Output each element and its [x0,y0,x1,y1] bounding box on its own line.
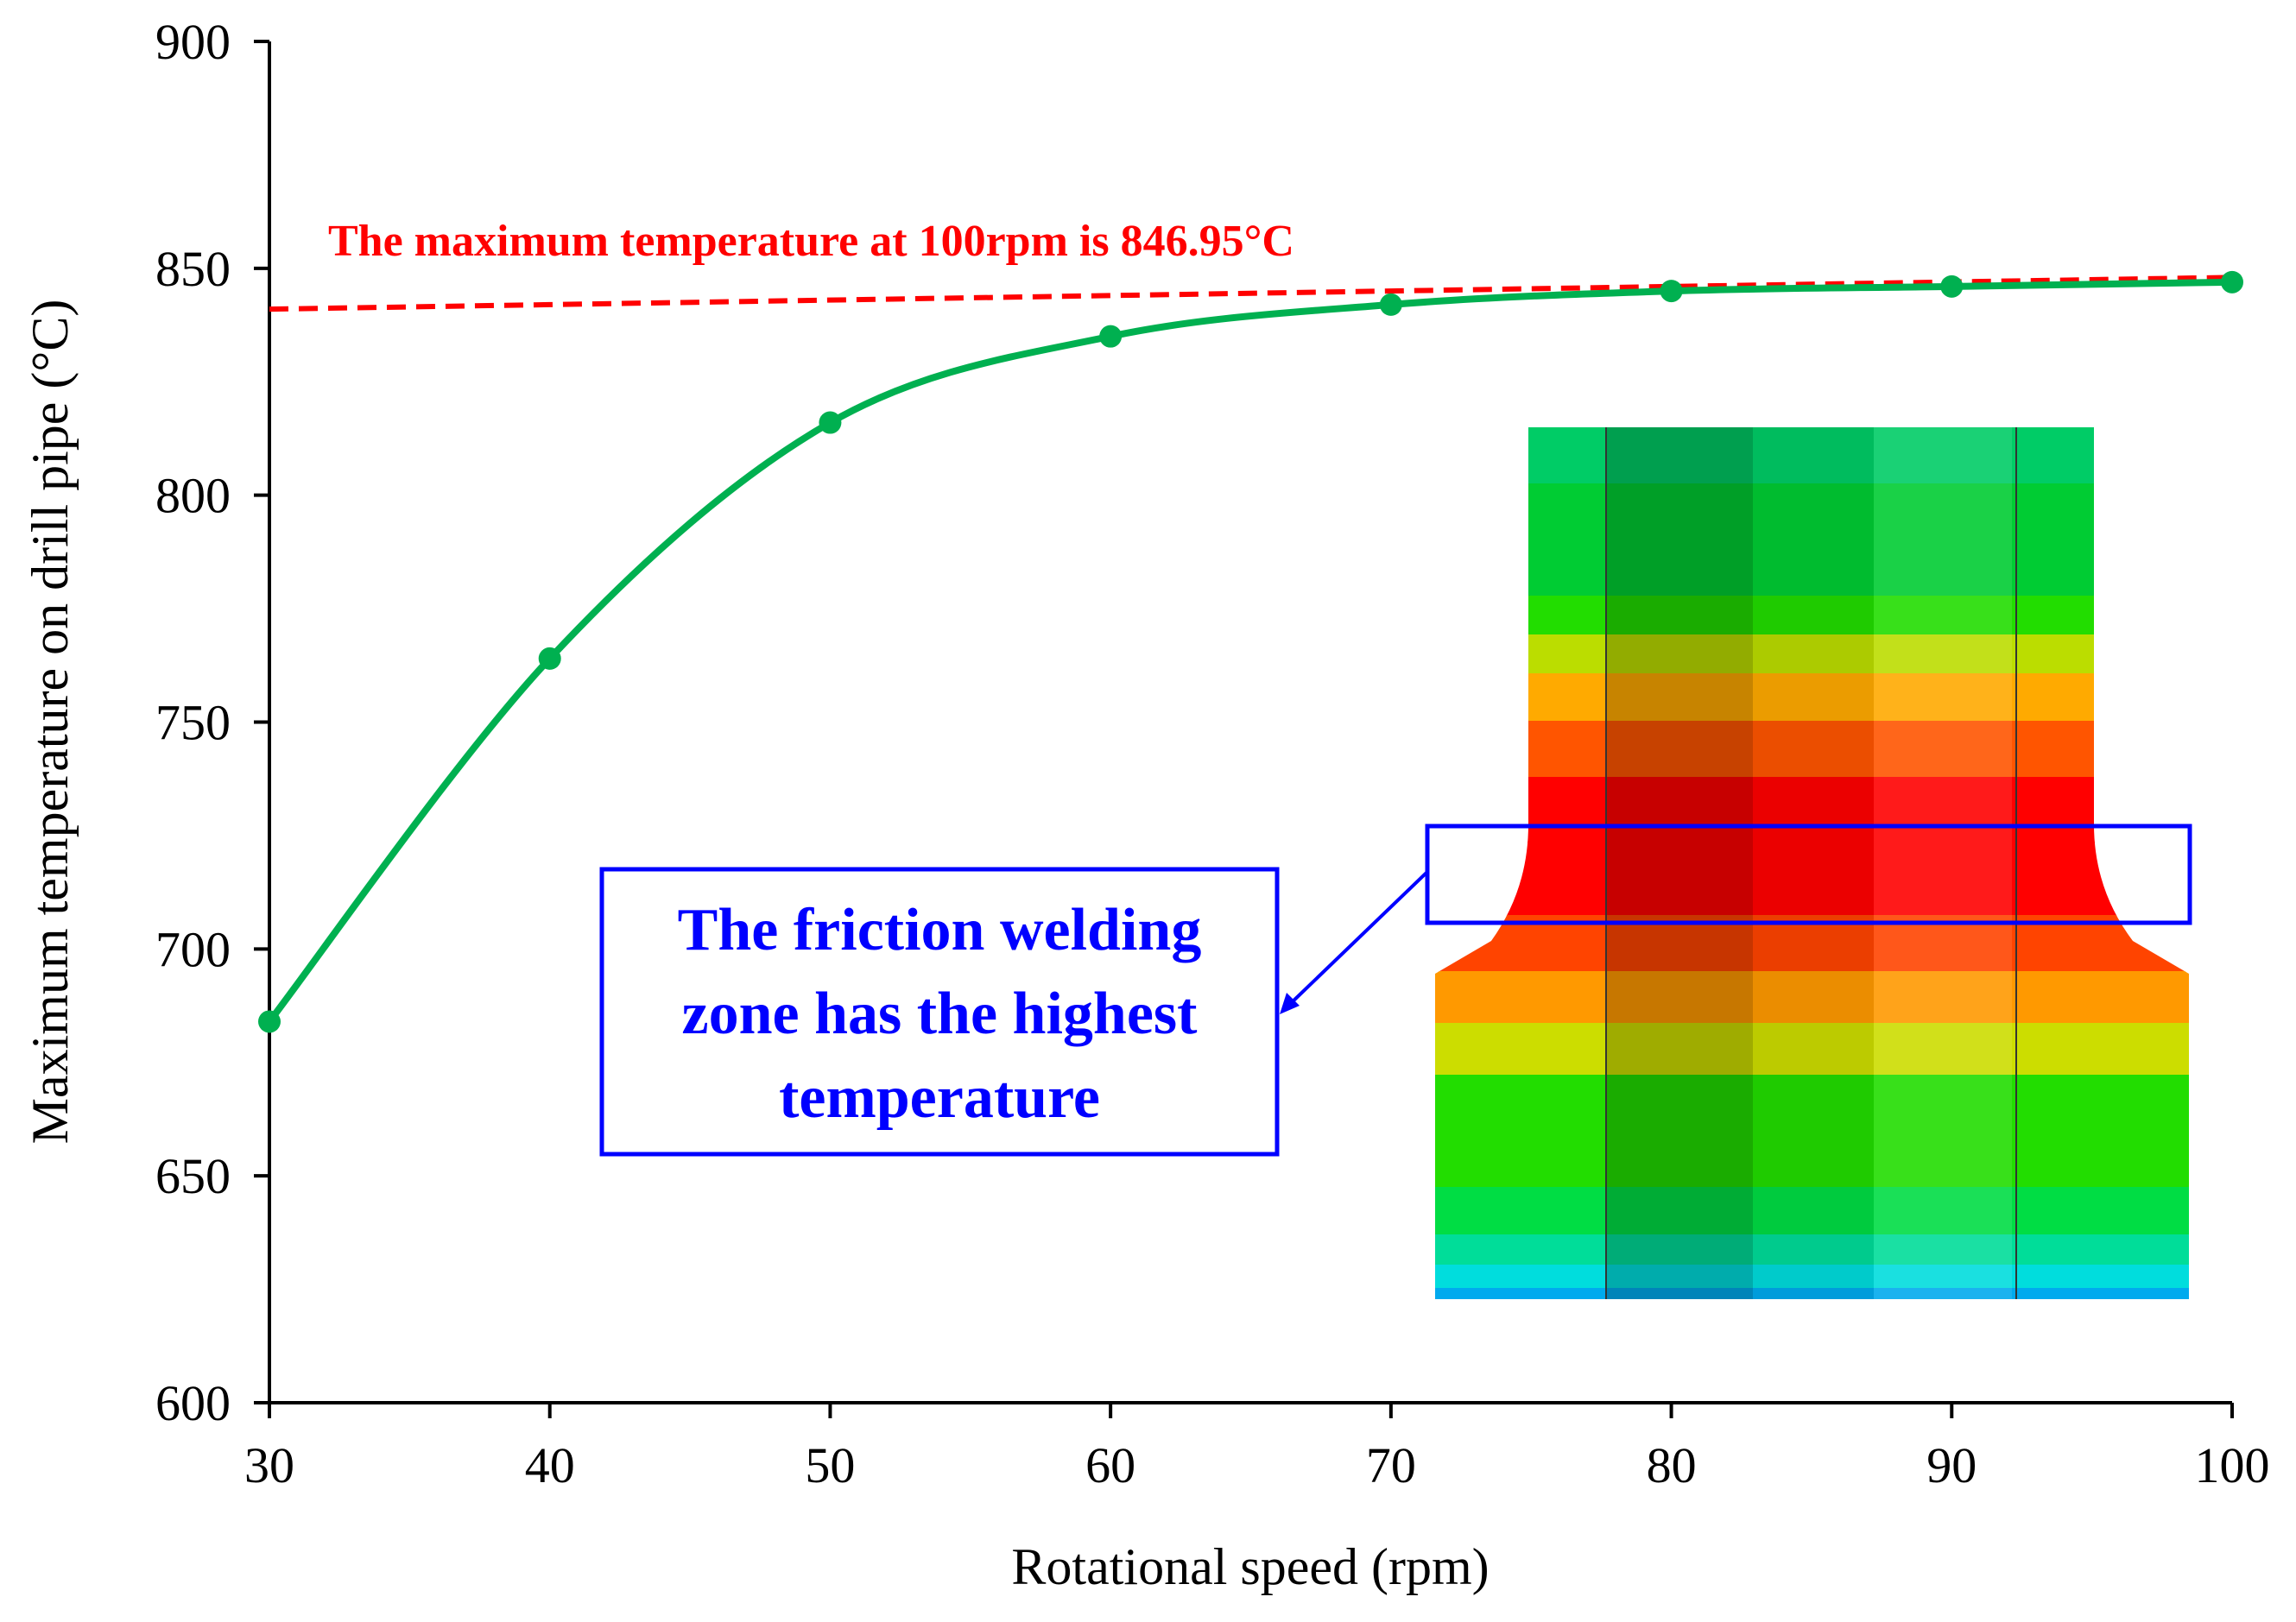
contour-band [1435,427,2189,484]
contour-band [1435,596,2189,635]
x-axis-title: Rotational speed (rpm) [1011,1538,1489,1595]
contour-band [1435,842,2189,916]
contour-band [1435,1288,2189,1299]
annotation-arrow [1280,870,1429,1014]
y-tick-label: 850 [155,241,231,297]
data-point [1660,280,1683,303]
contour-band [1435,971,2189,1024]
weld-zone-highlight-box [1425,824,2192,925]
temperature-contour-inset [1435,427,2189,1299]
y-tick-label: 800 [155,468,231,524]
contour-band [1435,483,2189,596]
contour-band [1435,721,2189,778]
y-axis-title: Maximum temperature on drill pipe (°C) [22,300,79,1145]
x-tick-label: 100 [2195,1437,2270,1493]
y-tick-label: 900 [155,14,231,70]
data-point [1099,325,1123,348]
x-tick-label: 80 [1647,1437,1697,1493]
contour-band [1435,673,2189,722]
x-tick-label: 50 [805,1437,855,1493]
x-tick-label: 90 [1926,1437,1977,1493]
y-tick-label: 650 [155,1148,231,1204]
data-point [819,411,842,434]
x-tick-label: 60 [1085,1437,1135,1493]
contour-band [1435,1075,2189,1188]
data-point [258,1010,281,1033]
annotation-line-1: The friction welding [678,897,1202,963]
y-tick-label: 600 [155,1375,231,1431]
contour-band [1435,634,2189,674]
contour-band [1435,1265,2189,1289]
x-tick-label: 70 [1366,1437,1416,1493]
max-temperature-reference-line [269,275,2233,312]
contour-band [1435,1187,2189,1235]
data-point [2221,270,2243,293]
contour-band [1435,1234,2189,1265]
annotation-line-2: zone has the highest [682,981,1198,1047]
contour-band [1435,777,2189,843]
data-point [1379,293,1402,316]
data-point [538,647,561,670]
reference-line-label: The maximum temperature at 100rpm is 846… [328,217,1294,266]
x-tick-label: 40 [525,1437,575,1493]
annotation-line-3: temperature [779,1064,1100,1131]
y-tick-label: 700 [155,921,231,977]
x-tick-label: 30 [244,1437,294,1493]
y-tick-label: 750 [155,695,231,751]
contour-band [1435,1023,2189,1076]
data-point [1940,275,1964,298]
annotation-box: The friction welding zone has the highes… [599,867,1280,1157]
